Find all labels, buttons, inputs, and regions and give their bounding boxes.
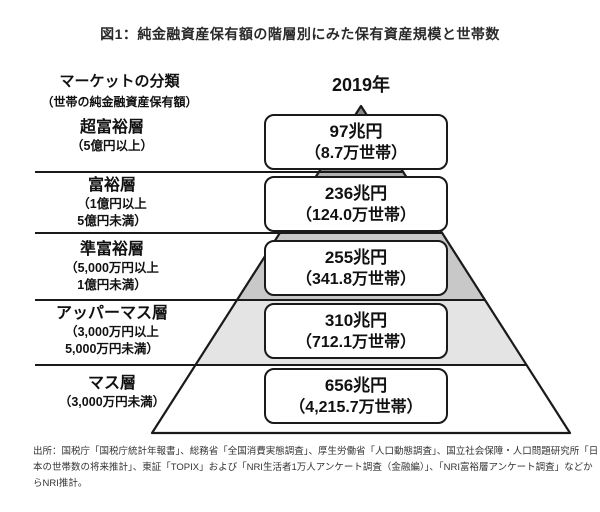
tier-label-wealthy: 富裕層 （1億円以上 5億円未満） bbox=[18, 176, 206, 230]
asset-amount: 255兆円 bbox=[324, 248, 388, 267]
tier-range: （5億円以上） bbox=[71, 139, 153, 153]
source-note-line: 出所：国税庁「国税庁統計年報書」、総務省「全国消費実態調査」、厚生労働省「人口動… bbox=[33, 446, 599, 457]
source-note: 出所：国税庁「国税庁統計年報書」、総務省「全国消費実態調査」、厚生労働省「人口動… bbox=[33, 444, 599, 492]
asset-amount: 656兆円 bbox=[324, 376, 388, 395]
figure-title: 図1：純金融資産保有額の階層別にみた保有資産規模と世帯数 bbox=[100, 26, 500, 42]
tier-name: マス層 bbox=[87, 375, 136, 392]
value-box-semi-wealthy: 255兆円 （341.8万世帯） bbox=[264, 240, 448, 296]
tier-range: 5億円未満） bbox=[77, 214, 147, 228]
asset-amount: 310兆円 bbox=[324, 311, 388, 330]
pyramid-outline bbox=[150, 104, 572, 435]
asset-amount: 97兆円 bbox=[329, 122, 383, 141]
market-classification-label: マーケットの分類 bbox=[59, 73, 180, 90]
tier-name: 富裕層 bbox=[87, 177, 136, 194]
tier-range: （3,000万円以上 bbox=[65, 325, 159, 339]
year-label: 2019年 bbox=[331, 75, 391, 95]
tier-name: アッパーマス層 bbox=[55, 305, 168, 322]
market-classification-sublabel: （世帯の純金融資産保有額） bbox=[41, 95, 198, 109]
source-note-line: 本の世帯数の将来推計」、東証「TOPIX」および「NRI生活者1万人アンケート調… bbox=[33, 462, 593, 473]
tier-range: 1億円未満） bbox=[77, 278, 147, 292]
tier-range: （1億円以上 bbox=[77, 197, 147, 211]
tier-label-super-wealthy: 超富裕層 （5億円以上） bbox=[18, 118, 206, 155]
tier-range: （3,000万円未満） bbox=[58, 395, 166, 409]
value-box-wealthy: 236兆円 （124.0万世帯） bbox=[264, 176, 448, 232]
tier-name: 準富裕層 bbox=[79, 241, 144, 258]
value-box-mass: 656兆円 （4,215.7万世帯） bbox=[264, 368, 448, 424]
tier-label-upper-mass: アッパーマス層 （3,000万円以上 5,000万円未満） bbox=[18, 304, 206, 358]
tier-range: 5,000万円未満） bbox=[65, 342, 159, 356]
asset-amount: 236兆円 bbox=[324, 184, 388, 203]
tier-label-mass: マス層 （3,000万円未満） bbox=[18, 374, 206, 411]
market-classification-header: マーケットの分類 （世帯の純金融資産保有額） bbox=[22, 70, 217, 110]
household-count: （124.0万世帯） bbox=[295, 207, 417, 224]
household-count: （712.1万世帯） bbox=[295, 334, 417, 351]
tier-name: 超富裕層 bbox=[79, 119, 144, 136]
household-count: （341.8万世帯） bbox=[295, 271, 417, 288]
household-count: （4,215.7万世帯） bbox=[289, 399, 423, 416]
household-count: （8.7万世帯） bbox=[304, 145, 408, 162]
value-box-upper-mass: 310兆円 （712.1万世帯） bbox=[264, 303, 448, 359]
tier-range: （5,000万円以上 bbox=[65, 261, 159, 275]
tier-label-semi-wealthy: 準富裕層 （5,000万円以上 1億円未満） bbox=[18, 240, 206, 294]
source-note-line: らNRI推計。 bbox=[33, 478, 88, 489]
value-box-super-wealthy: 97兆円 （8.7万世帯） bbox=[264, 114, 448, 170]
